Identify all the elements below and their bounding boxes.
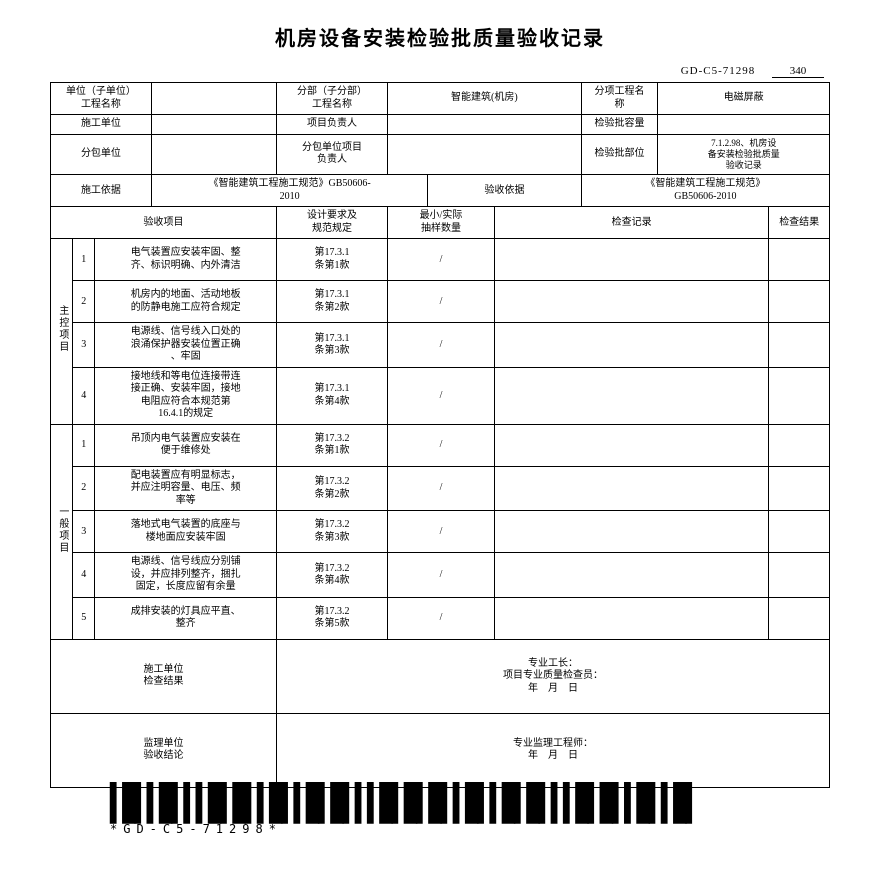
a2-qty: / [387,281,494,323]
b4-res [769,553,830,598]
b5-qty: / [387,597,494,639]
a4-qty: / [387,367,494,424]
const-result-block: 专业工长： 项目专业质量检查员： 年 月 日 [277,639,830,713]
b1-rec [494,424,768,466]
barcode-icon: ▌█▌▌█▌▌▌█▌█▌▌█▌▌█▌█▌▌▌█▌█▌█▌▌█▌▌█▌█▌▌▌█▌… [110,794,830,816]
b2-qty: / [387,466,494,511]
batch-cap-label: 检验批容量 [581,115,658,135]
b5-req: 第17.3.2条第5款 [277,597,388,639]
a2-desc: 机房内的地面、活动地板的防静电施工应符合规定 [95,281,277,323]
group-a-label: 主控项目 [51,239,73,425]
b4-qty: / [387,553,494,598]
b3-desc: 落地式电气装置的底座与楼地面应安装牢固 [95,511,277,553]
unit-name-value [151,83,276,115]
sup-eng-line: 专业监理工程师： [281,738,825,751]
const-result-label: 施工单位检查结果 [51,639,277,713]
accept-basis-value: 《智能建筑工程施工规范》GB50606-2010 [581,175,829,207]
pm-value [387,115,581,135]
sup-result-block: 专业监理工程师： 年 月 日 [277,713,830,787]
b1-res [769,424,830,466]
a3-n: 3 [73,323,95,368]
b3-qty: / [387,511,494,553]
pm-label: 项目负责人 [277,115,388,135]
b4-n: 4 [73,553,95,598]
accept-basis-label: 验收依据 [428,175,581,207]
b5-res [769,597,830,639]
item-proj-value: 电磁屏蔽 [658,83,830,115]
doc-code: GD-C5-71298 [681,65,756,77]
qc-line: 项目专业质量检查员： [281,670,825,683]
a3-req: 第17.3.1条第3款 [277,323,388,368]
date-line-1: 年 月 日 [281,683,825,696]
batch-cap-value [658,115,830,135]
b1-desc: 吊顶内电气装置应安装在便于维修处 [95,424,277,466]
b3-n: 3 [73,511,95,553]
a2-n: 2 [73,281,95,323]
a2-rec [494,281,768,323]
item-proj-label: 分项工程名称 [581,83,658,115]
subcon-label: 分包单位 [51,134,152,175]
a4-desc: 接地线和等电位连接带连接正确、安装牢固，接地电阻应符合本规范第16.4.1的规定 [95,367,277,424]
col-req: 设计要求及规范规定 [277,207,388,239]
b2-desc: 配电装置应有明显标志，并应注明容量、电压、频率等 [95,466,277,511]
col-result: 检查结果 [769,207,830,239]
page-title: 机房设备安装检验批质量验收记录 [50,22,830,51]
b1-qty: / [387,424,494,466]
a3-rec [494,323,768,368]
a1-res [769,239,830,281]
const-unit-value [151,115,276,135]
a4-rec [494,367,768,424]
sub-proj-label: 分部（子分部）工程名称 [277,83,388,115]
b2-rec [494,466,768,511]
batch-part-value: 7.1.2.98、机房设备安装检验批质量验收记录 [658,134,830,175]
b1-n: 1 [73,424,95,466]
a1-n: 1 [73,239,95,281]
a4-n: 4 [73,367,95,424]
a1-req: 第17.3.1条第1款 [277,239,388,281]
b1-req: 第17.3.2条第1款 [277,424,388,466]
subcon-pm-value [387,134,581,175]
sup-result-label: 监理单位验收结论 [51,713,277,787]
const-unit-label: 施工单位 [51,115,152,135]
group-b-label: 一般项目 [51,424,73,639]
a1-qty: / [387,239,494,281]
a1-desc: 电气装置应安装牢固、整齐、标识明确、内外清洁 [95,239,277,281]
b5-n: 5 [73,597,95,639]
foreman-line: 专业工长： [281,658,825,671]
basis-label: 施工依据 [51,175,152,207]
inspection-form: 单位（子单位）工程名称 分部（子分部）工程名称 智能建筑(机房) 分项工程名称 … [50,82,830,788]
a4-res [769,367,830,424]
barcode-area: ▌█▌▌█▌▌▌█▌█▌▌█▌▌█▌█▌▌▌█▌█▌█▌▌█▌▌█▌█▌▌▌█▌… [110,794,830,836]
sub-proj-value: 智能建筑(机房) [387,83,581,115]
b4-req: 第17.3.2条第4款 [277,553,388,598]
a3-res [769,323,830,368]
a1-rec [494,239,768,281]
b2-res [769,466,830,511]
a2-res [769,281,830,323]
a3-qty: / [387,323,494,368]
b5-rec [494,597,768,639]
b3-res [769,511,830,553]
col-record: 检查记录 [494,207,768,239]
doc-number-row: GD-C5-71298 340 [50,65,824,78]
basis-value: 《智能建筑工程施工规范》GB50606-2010 [151,175,427,207]
a4-req: 第17.3.1条第4款 [277,367,388,424]
b4-rec [494,553,768,598]
col-item: 验收项目 [51,207,277,239]
subcon-pm-label: 分包单位项目负责人 [277,134,388,175]
b3-req: 第17.3.2条第3款 [277,511,388,553]
b5-desc: 成排安装的灯具应平直、整齐 [95,597,277,639]
page-number: 340 [772,65,824,78]
b4-desc: 电源线、信号线应分别铺设，并应排列整齐，捆扎固定，长度应留有余量 [95,553,277,598]
subcon-value [151,134,276,175]
date-line-2: 年 月 日 [281,750,825,763]
b3-rec [494,511,768,553]
unit-name-label: 单位（子单位）工程名称 [51,83,152,115]
b2-n: 2 [73,466,95,511]
a3-desc: 电源线、信号线入口处的浪涌保护器安装位置正确、牢固 [95,323,277,368]
a2-req: 第17.3.1条第2款 [277,281,388,323]
batch-part-label: 检验批部位 [581,134,658,175]
col-qty: 最小/实际抽样数量 [387,207,494,239]
b2-req: 第17.3.2条第2款 [277,466,388,511]
